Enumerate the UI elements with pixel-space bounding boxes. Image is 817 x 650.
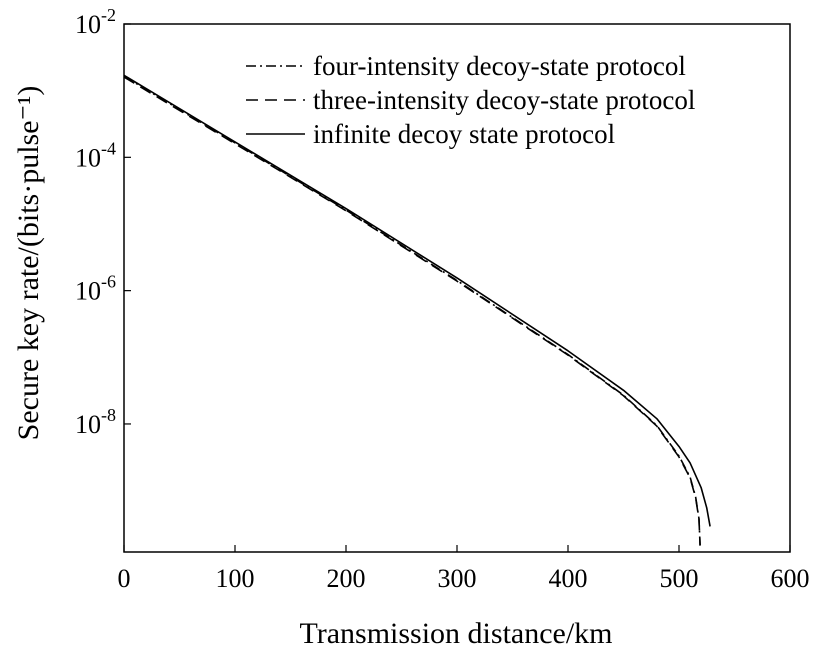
x-tick-label: 200 <box>327 564 366 593</box>
y-tick-label: 10-8 <box>75 405 116 439</box>
y-tick-label: 10-6 <box>75 272 116 306</box>
x-tick-label: 600 <box>771 564 810 593</box>
legend: four-intensity decoy-state protocol three… <box>246 51 695 149</box>
y-axis-label: Secure key rate/(bits·pulse⁻¹) <box>12 86 45 441</box>
y-tick-label: 10-4 <box>75 138 116 172</box>
x-tick-label: 300 <box>438 564 477 593</box>
axes: 0 100 200 300 400 500 600 10-2 10-4 10-6 10-8 <box>75 5 810 593</box>
x-tick-label: 100 <box>216 564 255 593</box>
legend-label-2: infinite decoy state protocol <box>313 119 615 149</box>
x-tick-label: 400 <box>549 564 588 593</box>
x-tick-label: 500 <box>660 564 699 593</box>
y-tick-label: 10-2 <box>75 5 116 39</box>
legend-label-1: three-intensity decoy-state protocol <box>313 85 695 115</box>
x-tick-label: 0 <box>118 564 131 593</box>
series-line-2 <box>123 74 711 527</box>
legend-label-0: four-intensity decoy-state protocol <box>313 51 686 81</box>
x-axis-label: Transmission distance/km <box>299 617 612 650</box>
plot-area <box>123 74 711 546</box>
series-line-1 <box>123 76 701 546</box>
